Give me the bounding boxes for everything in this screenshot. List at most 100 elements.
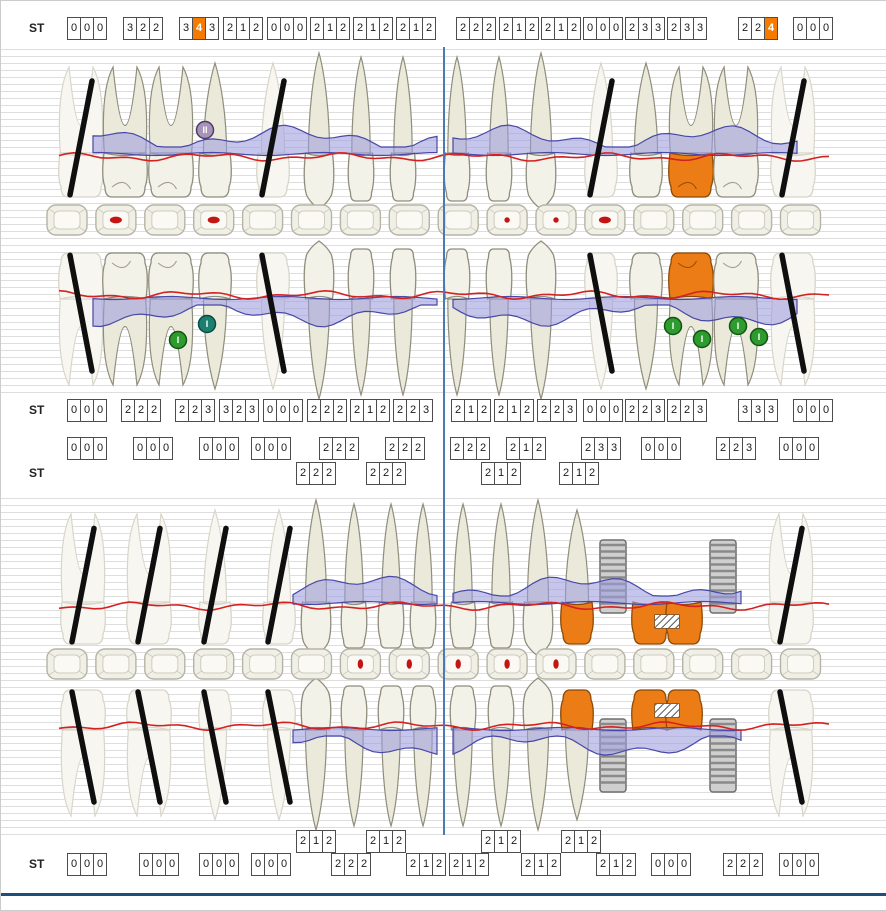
- probing-depth-cell[interactable]: 1: [534, 853, 548, 876]
- probing-depth-cell[interactable]: 2: [422, 17, 436, 40]
- probing-depth-cell[interactable]: 2: [638, 399, 652, 422]
- probing-depth-cell[interactable]: 2: [475, 853, 489, 876]
- probing-depth-cell[interactable]: 0: [212, 437, 226, 460]
- tooth-upper-buccal-14[interactable]: [668, 65, 714, 198]
- probing-depth-cell[interactable]: 0: [165, 853, 179, 876]
- probing-depth-cell[interactable]: 1: [507, 399, 521, 422]
- probing-depth-cell[interactable]: 2: [482, 17, 496, 40]
- probing-depth-cell[interactable]: 2: [376, 399, 390, 422]
- occlusal-surface-lower-10[interactable]: [486, 648, 528, 680]
- probing-depth-cell[interactable]: 2: [319, 437, 333, 460]
- tooth-lower-buccal-7[interactable]: [377, 685, 405, 829]
- probing-depth-cell[interactable]: 1: [609, 853, 623, 876]
- probing-depth-cell[interactable]: 4: [192, 17, 206, 40]
- probing-depth-cell[interactable]: 0: [280, 17, 294, 40]
- probing-depth-cell[interactable]: 2: [223, 17, 237, 40]
- tooth-upper-palatal-10[interactable]: [485, 248, 513, 398]
- probing-depth-cell[interactable]: 2: [506, 437, 520, 460]
- probing-depth-cell[interactable]: 1: [572, 462, 586, 485]
- probing-depth-cell[interactable]: 3: [751, 399, 765, 422]
- probing-depth-cell[interactable]: 2: [322, 462, 336, 485]
- probing-depth-cell[interactable]: 3: [205, 17, 219, 40]
- probing-depth-cell[interactable]: 2: [521, 853, 535, 876]
- probing-depth-cell[interactable]: 2: [353, 17, 367, 40]
- occlusal-surface-upper-11[interactable]: [535, 204, 577, 236]
- tooth-upper-buccal-11[interactable]: [525, 50, 557, 210]
- probing-depth-cell[interactable]: 0: [251, 437, 265, 460]
- probing-depth-cell[interactable]: 3: [742, 437, 756, 460]
- probing-depth-cell[interactable]: 1: [323, 17, 337, 40]
- probing-depth-cell[interactable]: 3: [651, 17, 665, 40]
- probing-depth-cell[interactable]: 2: [333, 399, 347, 422]
- probing-depth-cell[interactable]: 0: [80, 853, 94, 876]
- tooth-lower-lingual-14[interactable]: [631, 601, 703, 645]
- probing-depth-cell[interactable]: 0: [664, 853, 678, 876]
- probing-depth-cell[interactable]: 2: [392, 462, 406, 485]
- tooth-upper-buccal-6[interactable]: [303, 50, 335, 210]
- probing-depth-cell[interactable]: 2: [121, 399, 135, 422]
- probing-depth-cell[interactable]: 2: [366, 462, 380, 485]
- probing-depth-cell[interactable]: 0: [267, 17, 281, 40]
- probing-depth-cell[interactable]: 0: [289, 399, 303, 422]
- probing-depth-cell[interactable]: 0: [80, 399, 94, 422]
- probing-depth-cell[interactable]: 3: [651, 399, 665, 422]
- probing-depth-cell[interactable]: 0: [152, 853, 166, 876]
- probing-depth-cell[interactable]: 2: [406, 399, 420, 422]
- occlusal-surface-lower-3[interactable]: [144, 648, 186, 680]
- probing-depth-cell[interactable]: 3: [123, 17, 137, 40]
- probing-depth-cell[interactable]: 3: [607, 437, 621, 460]
- probing-depth-cell[interactable]: 2: [481, 830, 495, 853]
- probing-depth-cell[interactable]: 2: [332, 437, 346, 460]
- occlusal-surface-lower-7[interactable]: [339, 648, 382, 680]
- probing-depth-cell[interactable]: 0: [641, 437, 655, 460]
- probing-depth-cell[interactable]: 2: [481, 462, 495, 485]
- probing-depth-cell[interactable]: 3: [638, 17, 652, 40]
- probing-depth-cell[interactable]: 2: [385, 437, 399, 460]
- tooth-upper-palatal-13[interactable]: [629, 252, 663, 392]
- probing-depth-cell[interactable]: 2: [507, 462, 521, 485]
- tooth-lower-buccal-6[interactable]: [340, 685, 368, 829]
- probing-depth-cell[interactable]: 0: [263, 399, 277, 422]
- probing-depth-cell[interactable]: 2: [520, 399, 534, 422]
- probing-depth-cell[interactable]: 3: [738, 399, 752, 422]
- probing-depth-cell[interactable]: 2: [232, 399, 246, 422]
- probing-depth-cell[interactable]: 0: [806, 399, 820, 422]
- probing-depth-cell[interactable]: 3: [201, 399, 215, 422]
- probing-depth-cell[interactable]: 0: [779, 853, 793, 876]
- tooth-upper-buccal-8[interactable]: [389, 54, 417, 202]
- probing-depth-cell[interactable]: 2: [469, 17, 483, 40]
- tooth-lower-lingual-12[interactable]: [560, 507, 594, 645]
- probing-depth-cell[interactable]: 2: [345, 437, 359, 460]
- occlusal-surface-lower-8[interactable]: [388, 648, 430, 680]
- probing-depth-cell[interactable]: 4: [764, 17, 778, 40]
- probing-depth-cell[interactable]: 2: [396, 17, 410, 40]
- tooth-upper-buccal-2[interactable]: [102, 65, 148, 198]
- occlusal-surface-upper-12[interactable]: [584, 204, 626, 236]
- furcation-marker[interactable]: II: [195, 120, 215, 140]
- probing-depth-cell[interactable]: 2: [366, 830, 380, 853]
- probing-depth-cell[interactable]: 0: [264, 437, 278, 460]
- occlusal-surface-lower-5[interactable]: [241, 648, 284, 680]
- probing-depth-cell[interactable]: 2: [463, 437, 477, 460]
- probing-depth-cell[interactable]: 0: [146, 437, 160, 460]
- probing-depth-cell[interactable]: 2: [729, 437, 743, 460]
- probing-depth-cell[interactable]: 2: [625, 17, 639, 40]
- probing-depth-cell[interactable]: 2: [451, 399, 465, 422]
- occlusal-surface-lower-14[interactable]: [682, 648, 724, 680]
- probing-depth-cell[interactable]: 0: [793, 399, 807, 422]
- probing-depth-cell[interactable]: 2: [456, 17, 470, 40]
- probing-depth-cell[interactable]: 0: [805, 437, 819, 460]
- tooth-lower-buccal-11[interactable]: [522, 677, 554, 833]
- probing-depth-cell[interactable]: 3: [563, 399, 577, 422]
- probing-depth-cell[interactable]: 1: [554, 17, 568, 40]
- probing-depth-cell[interactable]: 2: [550, 399, 564, 422]
- probing-depth-cell[interactable]: 2: [147, 399, 161, 422]
- occlusal-surface-lower-13[interactable]: [633, 648, 675, 680]
- probing-depth-cell[interactable]: 0: [596, 399, 610, 422]
- probing-depth-cell[interactable]: 0: [793, 17, 807, 40]
- probing-depth-cell[interactable]: 3: [219, 399, 233, 422]
- probing-depth-cell[interactable]: 2: [149, 17, 163, 40]
- probing-depth-cell[interactable]: 2: [507, 830, 521, 853]
- probing-depth-cell[interactable]: 0: [93, 853, 107, 876]
- probing-depth-cell[interactable]: 1: [574, 830, 588, 853]
